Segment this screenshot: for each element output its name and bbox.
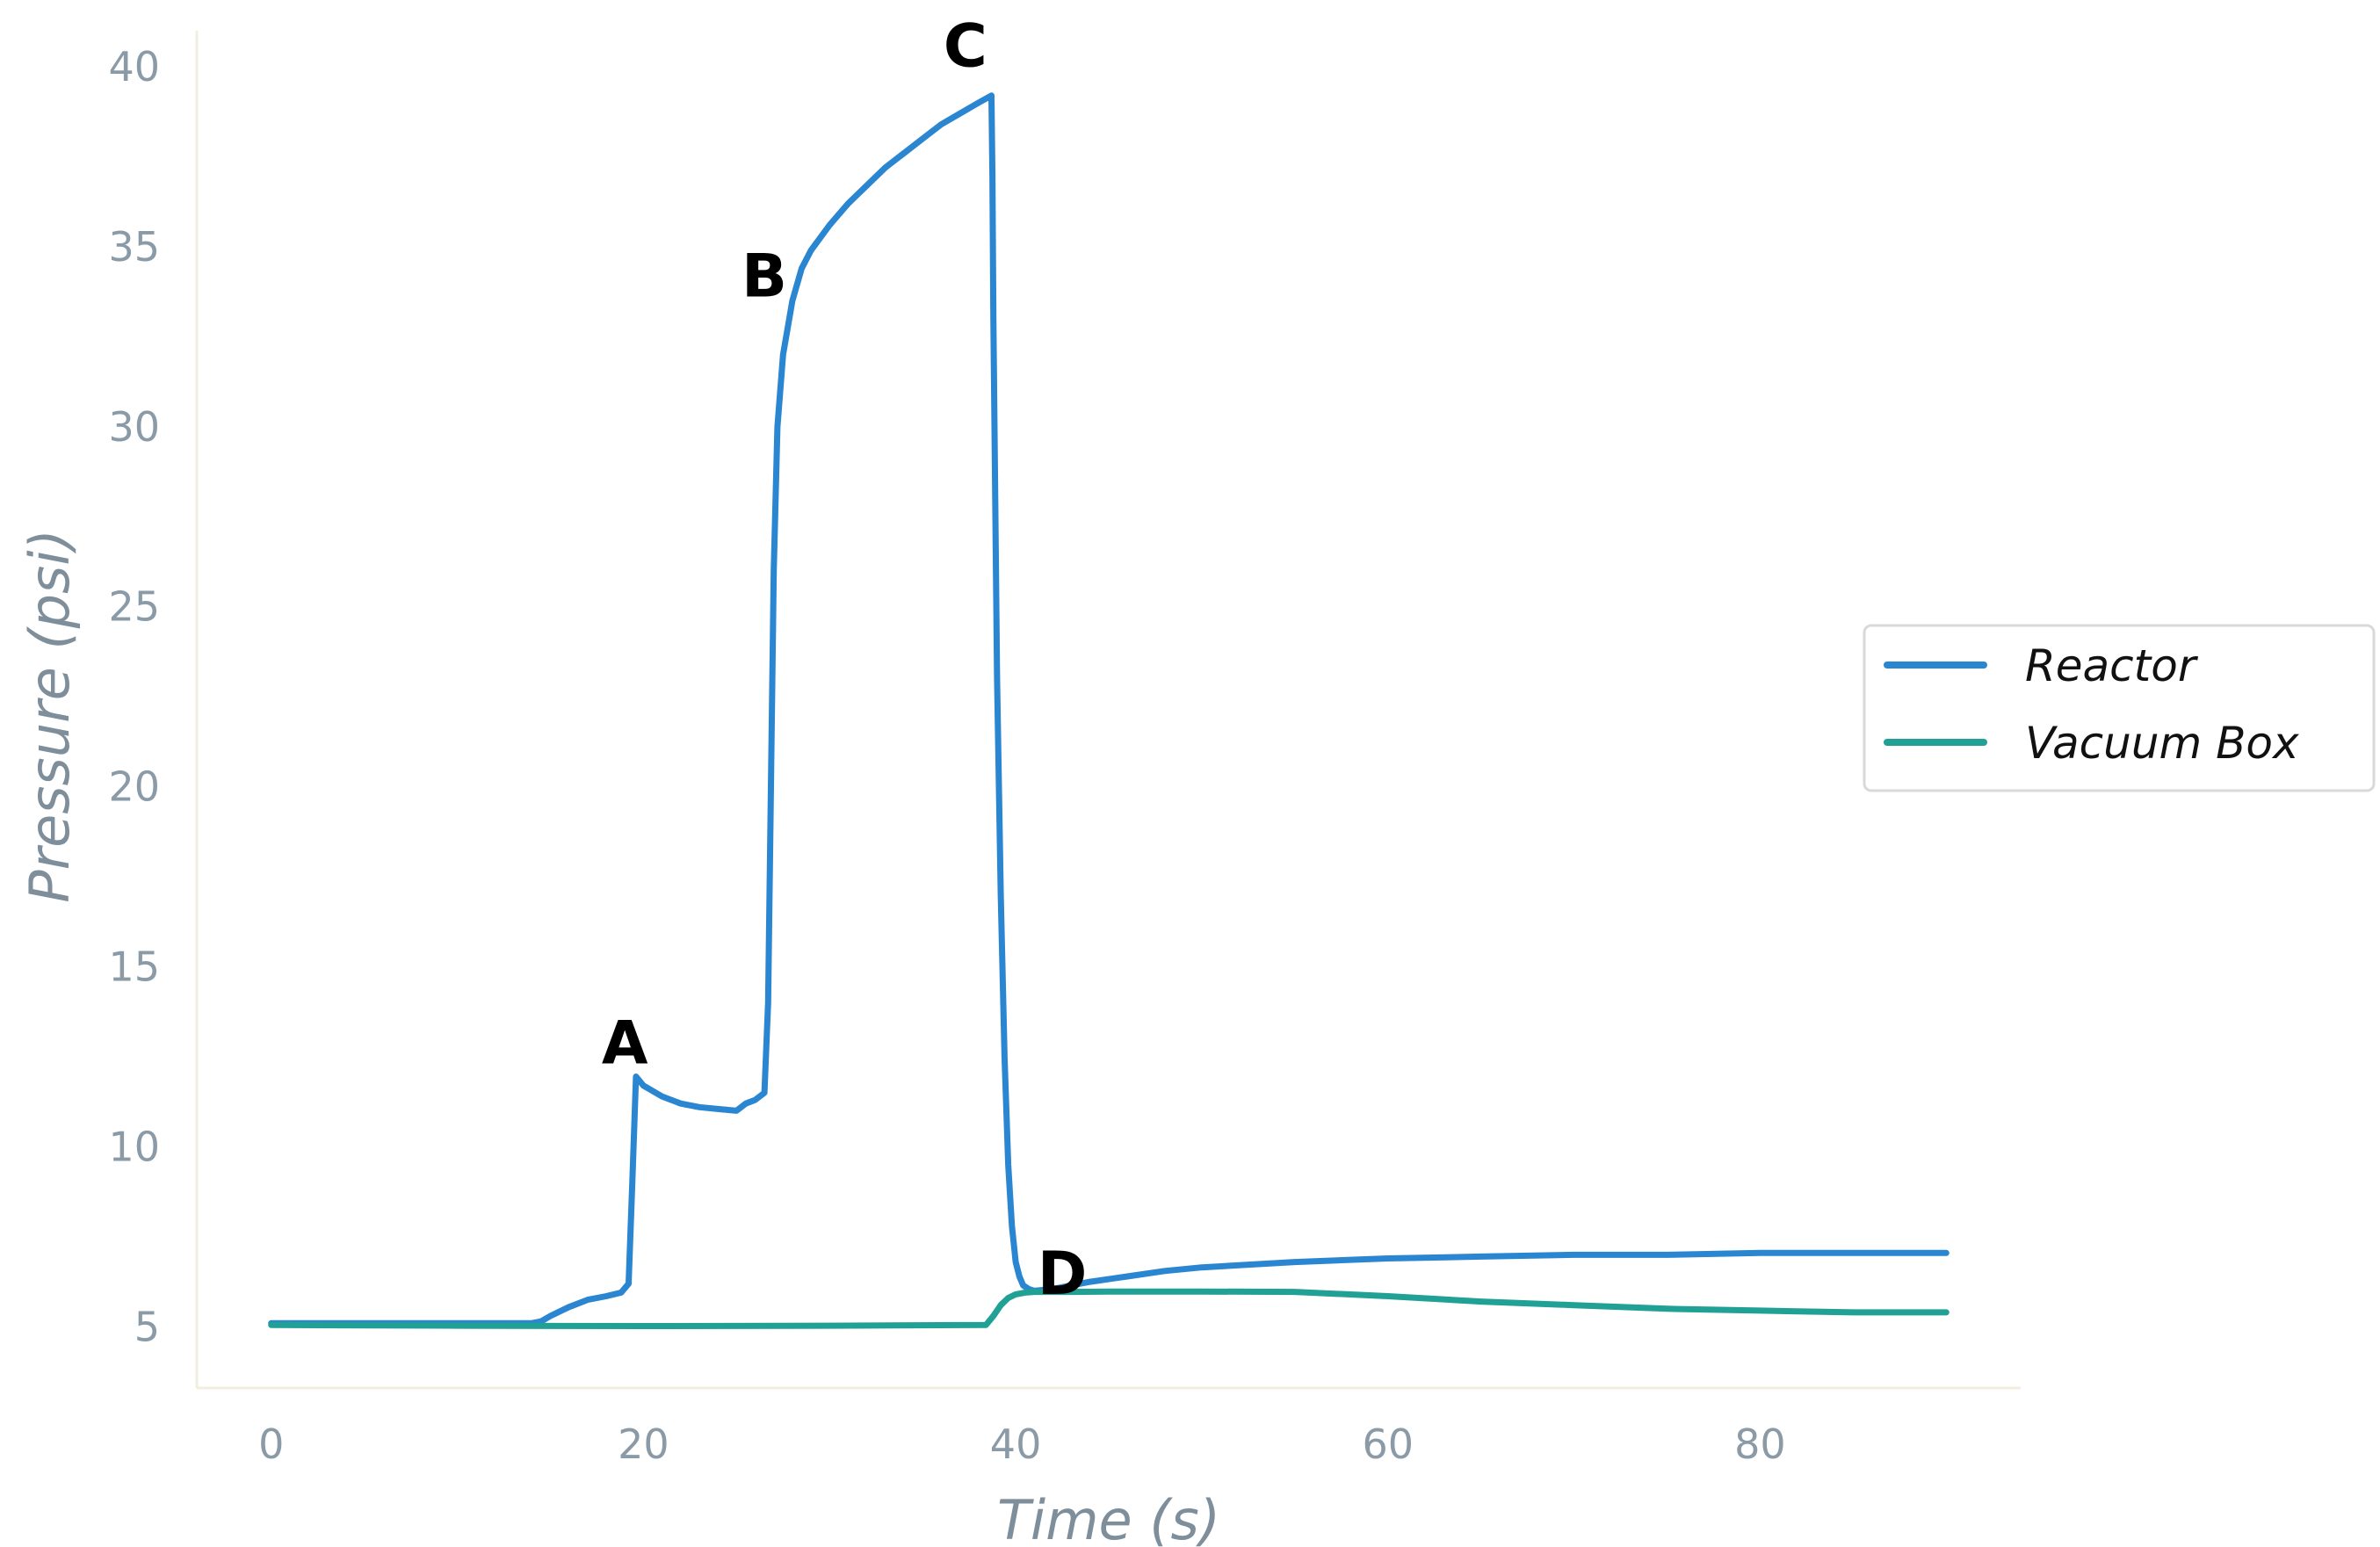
series-line-vacuum-box bbox=[268, 1288, 1950, 1329]
y-tick-label: 20 bbox=[108, 763, 160, 811]
annotation-a: A bbox=[602, 1009, 648, 1079]
y-tick-label: 25 bbox=[108, 583, 160, 631]
y-axis-label: Pressure (psi) bbox=[18, 529, 82, 903]
legend-label-vacuum-box: Vacuum Box bbox=[2025, 718, 2299, 769]
x-axis-label: Time (s) bbox=[997, 1488, 1220, 1547]
y-tick-label: 30 bbox=[108, 403, 160, 451]
x-tick-label: 0 bbox=[258, 1420, 284, 1468]
x-tick-label: 40 bbox=[990, 1420, 1042, 1468]
annotation-c: C bbox=[944, 11, 987, 81]
series-layer bbox=[268, 92, 1950, 1329]
legend-label-reactor: Reactor bbox=[2025, 640, 2199, 691]
y-tick-labels: 5 10 15 20 25 30 35 40 bbox=[108, 43, 160, 1350]
legend-box bbox=[1863, 624, 2376, 792]
x-tick-label: 60 bbox=[1362, 1420, 1414, 1468]
y-tick-label: 35 bbox=[108, 223, 160, 271]
x-tick-labels: 0 20 40 60 80 bbox=[258, 1420, 1786, 1468]
annotation-d: D bbox=[1038, 1240, 1087, 1309]
x-tick-label: 80 bbox=[1734, 1420, 1786, 1468]
y-tick-label: 10 bbox=[108, 1123, 160, 1170]
annotation-layer: A B C D bbox=[602, 11, 1087, 1308]
x-tick-label: 20 bbox=[618, 1420, 669, 1468]
legend: Reactor Vacuum Box bbox=[1863, 624, 2376, 792]
y-tick-label: 40 bbox=[108, 43, 160, 90]
y-tick-label: 5 bbox=[134, 1303, 160, 1350]
y-tick-label: 15 bbox=[108, 943, 160, 991]
series-line-reactor bbox=[268, 92, 1950, 1327]
annotation-b: B bbox=[741, 242, 787, 312]
